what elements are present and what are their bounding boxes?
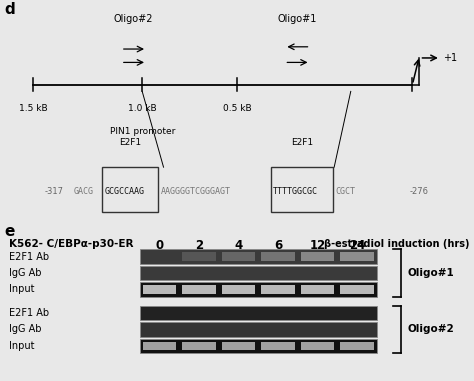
Text: Input: Input (9, 285, 35, 295)
Bar (262, 285, 295, 294)
Text: IgG Ab: IgG Ab (9, 325, 42, 335)
Bar (143, 285, 176, 294)
Text: E2F1 Ab: E2F1 Ab (9, 308, 50, 318)
Bar (102, 167, 158, 212)
Bar (271, 167, 333, 212)
Bar (301, 341, 334, 350)
Bar (182, 341, 216, 350)
Text: 1.5 kB: 1.5 kB (19, 104, 47, 114)
Bar (140, 282, 377, 297)
Text: AAGGGGTCGGGAGT: AAGGGGTCGGGAGT (161, 187, 231, 196)
Bar (340, 341, 374, 350)
Text: +1: +1 (443, 53, 457, 63)
Bar (301, 252, 334, 261)
Text: Oligo#1: Oligo#1 (277, 14, 317, 24)
Bar (262, 341, 295, 350)
Text: 2: 2 (195, 239, 203, 252)
Bar (140, 322, 377, 337)
Bar (262, 252, 295, 261)
Text: Oligo#1: Oligo#1 (408, 268, 455, 278)
Bar (340, 285, 374, 294)
Text: K562- C/EBPα-p30-ER: K562- C/EBPα-p30-ER (9, 239, 134, 249)
Text: GACG: GACG (73, 187, 93, 196)
Text: TTTTGGCGC: TTTTGGCGC (273, 187, 318, 196)
Text: 24: 24 (349, 239, 365, 252)
Bar (182, 252, 216, 261)
Text: e: e (5, 224, 15, 240)
Text: d: d (5, 2, 16, 17)
Text: β-estradiol induction (hrs): β-estradiol induction (hrs) (324, 239, 469, 249)
Text: 4: 4 (235, 239, 243, 252)
Text: 0: 0 (155, 239, 164, 252)
Text: IgG Ab: IgG Ab (9, 268, 42, 278)
Bar (222, 341, 255, 350)
Bar (140, 339, 377, 353)
Text: Oligo#2: Oligo#2 (408, 325, 455, 335)
Bar (222, 285, 255, 294)
Text: E2F1: E2F1 (119, 138, 141, 147)
Bar (140, 266, 377, 280)
Text: CGCT: CGCT (336, 187, 356, 196)
Text: 12: 12 (310, 239, 326, 252)
Text: Oligo#2: Oligo#2 (114, 14, 154, 24)
Text: E2F1 Ab: E2F1 Ab (9, 251, 50, 262)
Text: Input: Input (9, 341, 35, 351)
Text: -317: -317 (45, 187, 64, 196)
Text: E2F1: E2F1 (291, 138, 313, 147)
Text: 6: 6 (274, 239, 282, 252)
Text: GCGCCAAG: GCGCCAAG (104, 187, 144, 196)
Bar (140, 306, 377, 320)
Bar (140, 249, 377, 264)
Bar (340, 252, 374, 261)
Bar (222, 252, 255, 261)
Bar (182, 285, 216, 294)
Text: 0.5 kB: 0.5 kB (223, 104, 251, 114)
Text: PIN1 promoter: PIN1 promoter (109, 127, 175, 136)
Text: -276: -276 (410, 187, 429, 196)
Bar (301, 285, 334, 294)
Text: 1.0 kB: 1.0 kB (128, 104, 156, 114)
Bar (143, 341, 176, 350)
